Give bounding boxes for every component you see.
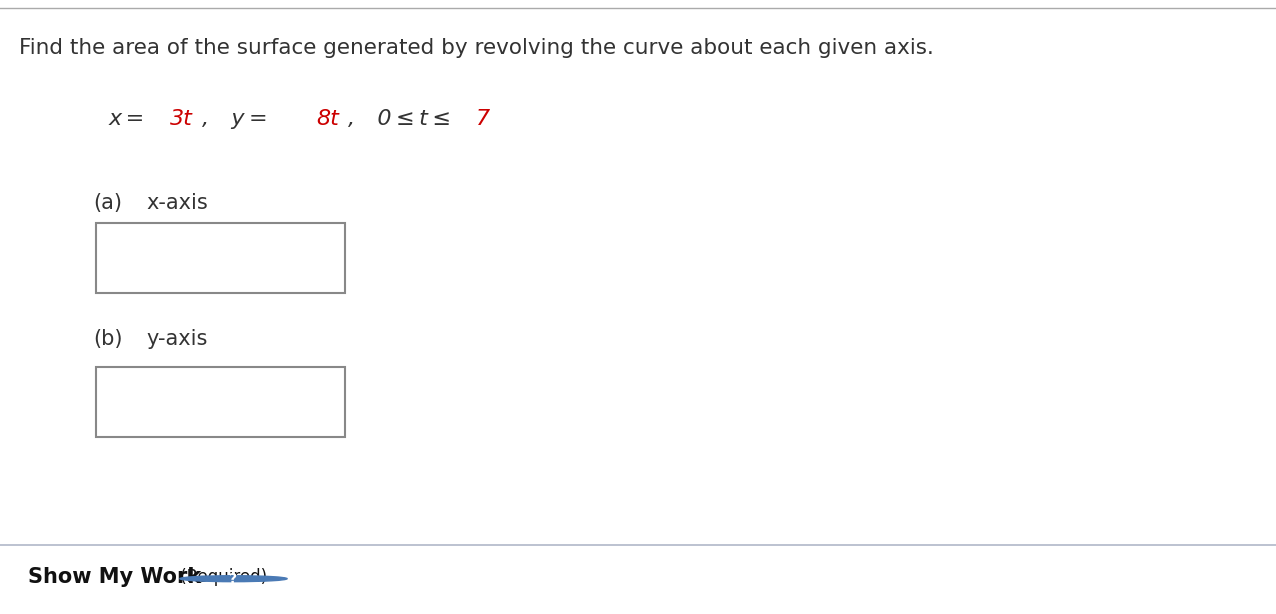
Text: Show My Work: Show My Work	[28, 567, 202, 587]
Text: 7: 7	[476, 109, 490, 129]
Text: ,  0 ≤ t ≤: , 0 ≤ t ≤	[348, 109, 456, 129]
Text: (a): (a)	[93, 193, 122, 213]
Text: 8t: 8t	[316, 109, 339, 129]
Text: y-axis: y-axis	[147, 328, 208, 349]
Text: ,  y =: , y =	[202, 109, 272, 129]
Text: x =: x =	[108, 109, 149, 129]
Text: (b): (b)	[93, 328, 122, 349]
Text: x-axis: x-axis	[147, 193, 208, 213]
Text: (Required): (Required)	[175, 569, 267, 586]
Text: Find the area of the surface generated by revolving the curve about each given a: Find the area of the surface generated b…	[19, 38, 934, 58]
FancyBboxPatch shape	[96, 223, 345, 293]
Circle shape	[180, 576, 287, 581]
Text: 3t: 3t	[170, 109, 193, 129]
FancyBboxPatch shape	[96, 367, 345, 437]
Text: ?: ?	[230, 572, 237, 586]
